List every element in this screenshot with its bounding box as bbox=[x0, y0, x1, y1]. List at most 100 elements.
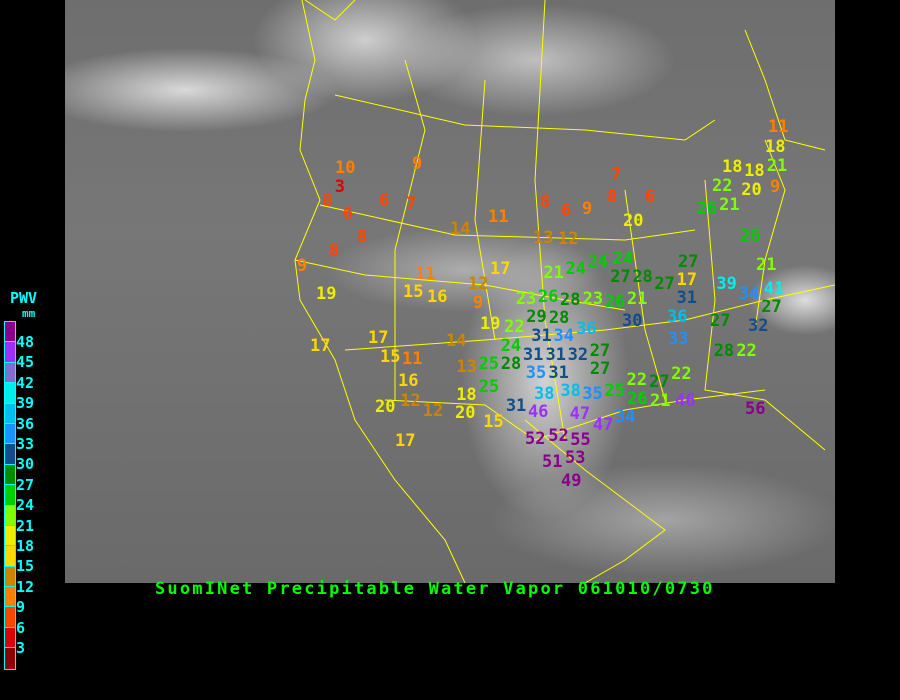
legend-swatch bbox=[5, 342, 15, 363]
pwv-station-value: 31 bbox=[676, 288, 697, 309]
pwv-station-value: 33 bbox=[668, 329, 689, 349]
legend-label: 33 bbox=[16, 434, 35, 453]
pwv-station-value: 38 bbox=[534, 383, 555, 404]
pwv-station-value: 8 bbox=[329, 241, 340, 261]
pwv-station-value: 11 bbox=[488, 207, 509, 227]
pwv-station-value: 19 bbox=[480, 314, 501, 334]
pwv-station-value: 27 bbox=[610, 267, 631, 287]
pwv-station-value: 34 bbox=[614, 407, 636, 428]
pwv-station-value: 15 bbox=[380, 346, 401, 367]
pwv-station-value: 6 bbox=[343, 204, 354, 224]
pwv-station-value: 36 bbox=[576, 319, 597, 339]
pwv-station-value: 27 bbox=[649, 371, 670, 392]
pwv-station-value: 24 bbox=[500, 335, 522, 356]
pwv-station-value: 35 bbox=[525, 363, 547, 384]
pwv-station-value: 27 bbox=[589, 341, 611, 361]
pwv-station-value: 11 bbox=[402, 349, 423, 369]
pwv-station-value: 21 bbox=[650, 391, 671, 411]
legend-swatch bbox=[5, 607, 15, 628]
pwv-station-value: 27 bbox=[654, 274, 675, 294]
pwv-station-value: 15 bbox=[403, 282, 424, 303]
pwv-station-value: 32 bbox=[567, 344, 589, 365]
pwv-station-value: 21 bbox=[626, 289, 648, 309]
pwv-station-value: 25 bbox=[478, 354, 499, 374]
legend-label: 12 bbox=[16, 577, 35, 596]
pwv-station-value: 31 bbox=[545, 344, 566, 365]
legend-label: 21 bbox=[16, 516, 35, 535]
pwv-station-value: 22 bbox=[736, 341, 757, 361]
pwv-station-value: 12 bbox=[468, 274, 489, 295]
legend-label: 6 bbox=[16, 618, 26, 637]
pwv-station-value: 28 bbox=[713, 341, 735, 361]
pwv-station-value: 12 bbox=[422, 401, 444, 421]
pwv-station-value: 8 bbox=[357, 227, 368, 247]
pwv-station-value: 20 bbox=[741, 179, 762, 200]
pwv-station-value: 25 bbox=[478, 377, 500, 397]
pwv-station-value: 17 bbox=[310, 336, 331, 356]
pwv-station-value: 6 bbox=[645, 187, 656, 207]
pwv-station-value: 47 bbox=[592, 415, 614, 435]
pwv-station-value: 10 bbox=[335, 158, 356, 179]
legend-label: 3 bbox=[16, 638, 26, 657]
pwv-station-value: 8 bbox=[322, 191, 333, 211]
pwv-station-value: 22 bbox=[712, 176, 733, 197]
legend-label: 18 bbox=[16, 536, 35, 555]
pwv-station-value: 27 bbox=[710, 311, 731, 331]
pwv-station-value: 56 bbox=[745, 399, 766, 419]
pwv-station-value: 36 bbox=[667, 307, 688, 327]
pwv-station-value: 8 bbox=[607, 187, 618, 207]
pwv-station-value: 3 bbox=[334, 176, 346, 197]
pwv-station-value: 52 bbox=[525, 429, 546, 449]
pwv-station-value: 25 bbox=[604, 381, 625, 401]
pwv-station-value: 55 bbox=[570, 429, 591, 450]
pwv-station-value: 31 bbox=[531, 326, 552, 347]
pwv-station-value: 31 bbox=[505, 396, 527, 416]
pwv-station-value: 17 bbox=[676, 270, 697, 291]
pwv-station-value: 34 bbox=[738, 284, 760, 304]
pwv-station-value: 49 bbox=[561, 471, 582, 491]
pwv-station-value: 16 bbox=[398, 371, 419, 391]
pwv-station-value: 18 bbox=[456, 384, 477, 405]
legend-unit: mm bbox=[22, 307, 36, 320]
legend-label: 15 bbox=[16, 557, 35, 576]
pwv-station-value: 24 bbox=[587, 252, 609, 272]
map-title: SuomINet Precipitable Water Vapor 061010… bbox=[155, 579, 715, 599]
legend-label: 24 bbox=[16, 496, 35, 515]
legend-label: 45 bbox=[16, 353, 35, 372]
pwv-station-value: 31 bbox=[548, 362, 569, 383]
pwv-station-value: 26 bbox=[740, 226, 761, 246]
legend-label: 27 bbox=[16, 475, 35, 494]
pwv-station-value: 11 bbox=[768, 117, 789, 137]
pwv-station-value: 39 bbox=[716, 274, 737, 294]
pwv-station-value: 28 bbox=[632, 267, 653, 287]
pwv-station-value: 47 bbox=[569, 404, 591, 424]
legend-title: PWV bbox=[10, 289, 38, 307]
pwv-station-value: 6 bbox=[379, 191, 390, 211]
pwv-station-value: 20 bbox=[375, 397, 396, 417]
pwv-station-value: 21 bbox=[719, 194, 740, 215]
pwv-station-value: 27 bbox=[678, 251, 699, 272]
pwv-station-value: 7 bbox=[611, 165, 622, 185]
legend-label: 42 bbox=[16, 373, 35, 392]
pwv-station-value: 46 bbox=[675, 391, 696, 411]
pwv-station-value: 14 bbox=[450, 219, 471, 239]
pwv-station-value: 12 bbox=[558, 229, 579, 249]
legend-label: 39 bbox=[16, 394, 35, 413]
pwv-station-value: 28 bbox=[560, 289, 581, 310]
pwv-station-value: 18 bbox=[765, 137, 786, 158]
legend-swatch bbox=[5, 627, 15, 649]
pwv-station-value: 6 bbox=[561, 201, 572, 221]
legend-label: 48 bbox=[16, 332, 35, 351]
pwv-station-value: 12 bbox=[400, 391, 421, 411]
pwv-station-value: 16 bbox=[427, 287, 448, 307]
satellite-map: 10 3 8 6 6 7 9 8 8 9 19 14 11 8 6 9 7 8 6 20 13 12 17 11 15 16 12 9… bbox=[65, 0, 835, 583]
pwv-station-value: 21 bbox=[766, 155, 788, 176]
pwv-station-value: 19 bbox=[316, 284, 337, 304]
legend-swatch bbox=[5, 464, 15, 486]
pwv-station-value: 18 bbox=[744, 161, 765, 182]
pwv-station-value: 46 bbox=[527, 402, 549, 423]
pwv-station-value: 26 bbox=[696, 199, 718, 219]
pwv-station-value: 23 bbox=[582, 289, 604, 309]
pwv-station-value: 17 bbox=[490, 259, 511, 279]
pwv-station-value: 28 bbox=[500, 354, 522, 374]
